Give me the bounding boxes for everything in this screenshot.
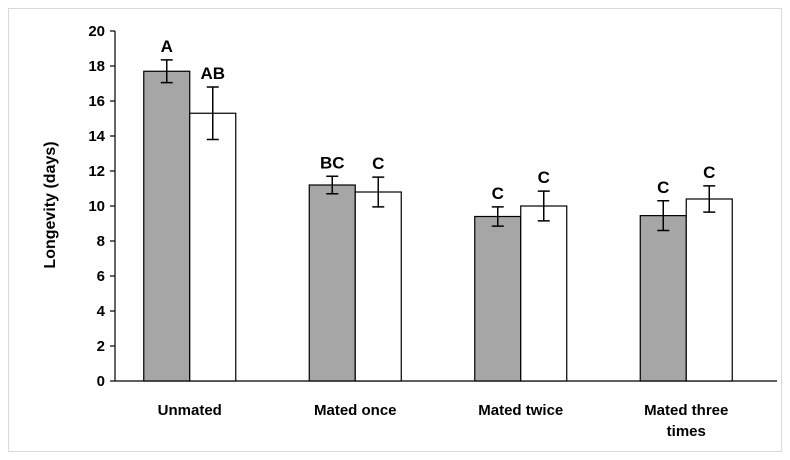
significance-label: AB [200,64,225,83]
x-category-label: Mated twice [478,402,563,419]
y-tick-label: 18 [88,58,105,75]
y-tick-label: 12 [88,163,105,180]
x-category-label: Mated three [644,402,728,419]
bar [143,70,191,382]
bar [308,184,356,382]
y-tick-label: 20 [88,23,105,40]
significance-label: C [492,184,504,203]
y-tick-label: 8 [97,233,105,250]
x-category-label: Unmated [158,402,222,419]
significance-label: C [538,168,550,187]
y-tick-label: 14 [88,128,105,145]
significance-label: BC [320,153,345,172]
bar [189,112,237,382]
bar [639,215,687,382]
y-axis-title: Longevity (days) [42,141,59,268]
bar [354,191,402,382]
bar [474,215,522,382]
significance-label: C [703,163,715,182]
significance-label: C [372,154,384,173]
significance-label: A [161,37,173,56]
y-tick-label: 2 [97,338,105,355]
y-tick-label: 16 [88,93,105,110]
bar [520,205,568,382]
y-tick-label: 10 [88,198,105,215]
significance-label: C [657,178,669,197]
y-tick-label: 0 [97,373,105,390]
x-category-label: times [667,423,706,440]
y-tick-label: 6 [97,268,105,285]
bar [685,198,733,382]
y-tick-label: 4 [97,303,106,320]
x-category-label: Mated once [314,402,397,419]
